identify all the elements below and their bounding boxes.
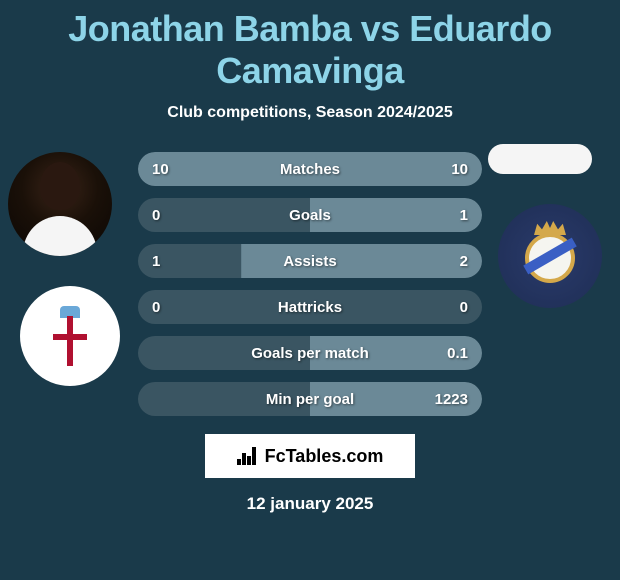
club-badge-left: [20, 286, 120, 386]
stat-label: Min per goal: [138, 391, 482, 408]
branding-badge: FcTables.com: [205, 434, 415, 478]
stat-row: 10Matches10: [138, 152, 482, 186]
fctables-icon: [237, 447, 259, 465]
stat-row: 1Assists2: [138, 244, 482, 278]
club-badge-right: [498, 204, 602, 308]
comparison-content: 10Matches100Goals11Assists20Hattricks0Go…: [0, 152, 620, 416]
stat-row: Goals per match0.1: [138, 336, 482, 370]
stat-right-value: 0.1: [447, 345, 468, 362]
stats-container: 10Matches100Goals11Assists20Hattricks0Go…: [138, 152, 482, 416]
photo-head: [40, 162, 80, 210]
branding-text: FcTables.com: [265, 446, 384, 467]
stat-right-value: 2: [460, 253, 468, 270]
stat-right-value: 1: [460, 207, 468, 224]
stat-row: 0Hattricks0: [138, 290, 482, 324]
stat-label: Goals: [138, 207, 482, 224]
subtitle: Club competitions, Season 2024/2025: [0, 104, 620, 122]
stat-right-value: 0: [460, 299, 468, 316]
stat-right-value: 1223: [435, 391, 468, 408]
stat-label: Hattricks: [138, 299, 482, 316]
player-photo-left: [8, 152, 112, 256]
stat-label: Goals per match: [138, 345, 482, 362]
real-madrid-crest-icon: [520, 221, 580, 291]
player-photo-right: [488, 144, 592, 174]
date-text: 12 january 2025: [0, 494, 620, 514]
celta-crest-icon: [45, 306, 95, 366]
stat-label: Assists: [138, 253, 482, 270]
stat-label: Matches: [138, 161, 482, 178]
stat-row: 0Goals1: [138, 198, 482, 232]
stat-right-value: 10: [451, 161, 468, 178]
stat-row: Min per goal1223: [138, 382, 482, 416]
photo-body: [23, 216, 97, 256]
page-title: Jonathan Bamba vs Eduardo Camavinga: [0, 0, 620, 92]
